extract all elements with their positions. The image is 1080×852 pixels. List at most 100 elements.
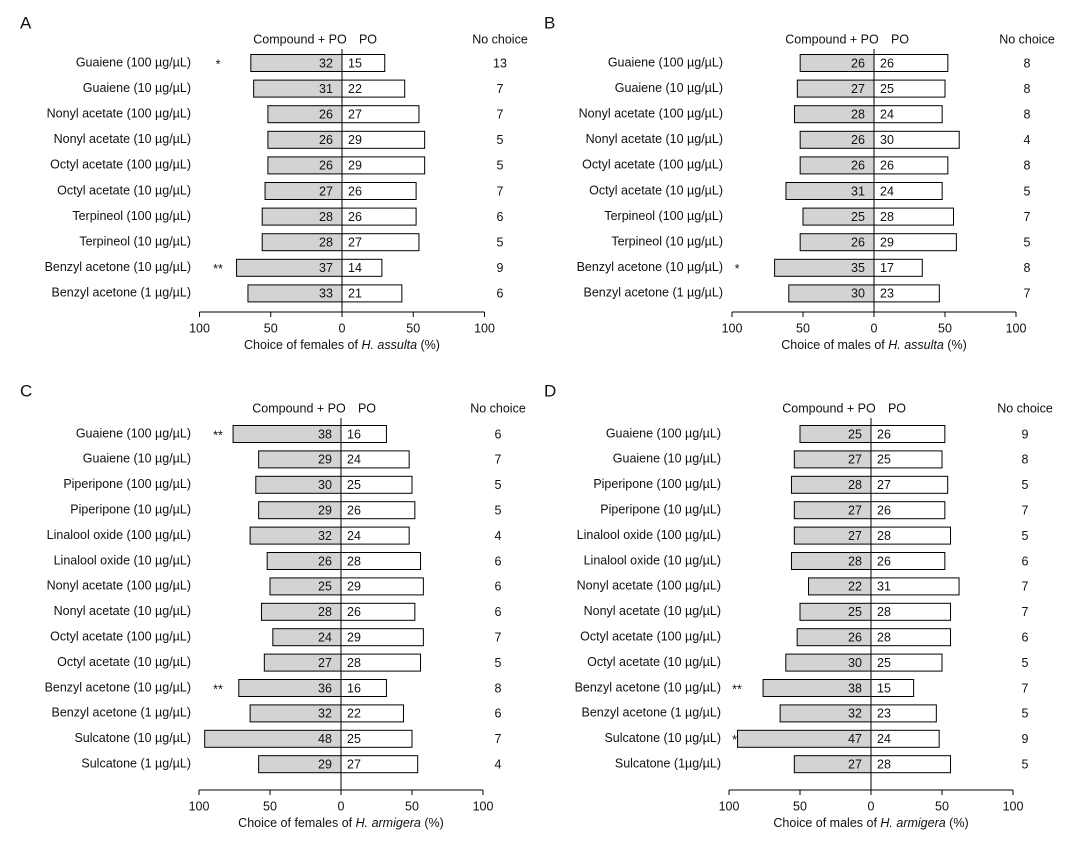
bar-label-po: 28 [347, 554, 361, 568]
bar-label-po: 15 [348, 56, 362, 70]
table-row: Nonyl acetate (100 µg/µL) 25 29 6 [47, 577, 502, 596]
panel-letter: C [20, 381, 32, 400]
table-row: Guaiene (100 µg/µL) 26 26 8 [608, 54, 1031, 72]
bar-label-compound-po: 27 [848, 503, 862, 517]
header-no-choice: No choice [470, 401, 526, 415]
significance-marker: ** [213, 262, 223, 276]
x-axis-label-species: H. assulta [888, 338, 944, 352]
x-tick-label: 0 [339, 321, 346, 335]
significance-marker: ** [213, 428, 223, 442]
no-choice-value: 8 [1024, 82, 1031, 96]
x-axis-label-species: H. armigera [880, 816, 945, 830]
bar-label-compound-po: 26 [319, 133, 333, 147]
x-axis-label-prefix: Choice of females of [244, 338, 361, 352]
category-label: Octyl acetate (100 µg/µL) [50, 158, 191, 172]
table-row: Benzyl acetone (1 µg/µL) 32 22 6 [52, 704, 502, 723]
header-compound-po: Compound + PO [253, 32, 347, 46]
bar-label-po: 24 [877, 732, 891, 746]
category-label: Guaiene (100 µg/µL) [76, 426, 191, 440]
bar-label-compound-po: 24 [318, 630, 332, 644]
bar-label-po: 27 [877, 478, 891, 492]
table-row: Guaiene (10 µg/µL) 27 25 8 [613, 450, 1029, 469]
x-axis-label: Choice of females of H. assulta (%) [244, 338, 440, 352]
significance-marker: * [735, 262, 740, 276]
bar-label-po: 29 [348, 159, 362, 173]
no-choice-value: 6 [495, 605, 502, 619]
table-row: Linalool oxide (100 µg/µL) 32 24 4 [47, 526, 502, 545]
bar-label-compound-po: 26 [851, 235, 865, 249]
bar-label-po: 26 [880, 56, 894, 70]
category-label: Nonyl acetate (100 µg/µL) [579, 106, 723, 120]
header-compound-po: Compound + PO [785, 32, 879, 46]
bar-label-po: 28 [877, 529, 891, 543]
category-label: Octyl acetate (100 µg/µL) [582, 158, 723, 172]
bar-label-compound-po: 33 [319, 287, 333, 301]
bar-label-compound-po: 25 [318, 580, 332, 594]
table-row: Sulcatone (1µg/µL) 27 28 5 [615, 755, 1029, 774]
x-tick-label: 50 [935, 799, 949, 813]
panel-c: C Compound + PO PO No choice Guaiene (100 µg… [20, 381, 526, 830]
bar-label-po: 23 [877, 707, 891, 721]
category-label: Guaiene (10 µg/µL) [615, 81, 723, 95]
bar-label-compound-po: 29 [318, 503, 332, 517]
significance-marker: ** [732, 682, 742, 696]
bar-label-compound-po: 26 [851, 159, 865, 173]
bar-label-po: 17 [880, 261, 894, 275]
bar-label-po: 26 [348, 184, 362, 198]
panel-b: B Compound + PO PO No choice Guaiene (100 µg… [544, 13, 1055, 352]
category-label: Sulcatone (10 µg/µL) [604, 731, 721, 745]
no-choice-value: 7 [1022, 503, 1029, 517]
table-row: Linalool oxide (10 µg/µL) 28 26 6 [584, 552, 1029, 570]
no-choice-value: 6 [495, 580, 502, 594]
bar-label-po: 25 [880, 82, 894, 96]
table-row: Guaiene (10 µg/µL) 27 25 8 [615, 79, 1031, 98]
category-label: Guaiene (100 µg/µL) [608, 55, 723, 69]
bar-label-po: 29 [347, 580, 361, 594]
table-row: Piperipone (10 µg/µL) 29 26 5 [70, 501, 502, 520]
no-choice-value: 7 [1024, 210, 1031, 224]
bar-label-po: 31 [877, 580, 891, 594]
category-label: Terpineol (100 µg/µL) [604, 209, 723, 223]
table-row: Linalool oxide (10 µg/µL) 26 28 6 [54, 552, 502, 570]
no-choice-value: 4 [1024, 133, 1031, 147]
bar-label-compound-po: 27 [848, 757, 862, 771]
category-label: Benzyl acetone (10 µg/µL) [577, 260, 723, 274]
table-row: Octyl acetate (10 µg/µL) 30 25 5 [587, 653, 1029, 672]
table-row: Nonyl acetate (10 µg/µL) 25 28 7 [584, 602, 1029, 621]
panel-a: A Compound + PO PO No choice Guaiene (100 µg… [20, 13, 528, 352]
x-axis-label-suffix: (%) [417, 338, 440, 352]
x-axis-label: Choice of males of H. armigera (%) [773, 816, 968, 830]
bar-label-po: 24 [880, 107, 894, 121]
x-tick-label: 100 [722, 321, 743, 335]
table-row: Piperipone (100 µg/µL) 30 25 5 [63, 475, 502, 494]
x-axis-label-suffix: (%) [944, 338, 967, 352]
no-choice-value: 5 [1022, 707, 1029, 721]
x-tick-label: 100 [473, 799, 494, 813]
bar-label-compound-po: 38 [318, 427, 332, 441]
no-choice-value: 8 [495, 681, 502, 695]
category-label: Benzyl acetone (1 µg/µL) [52, 706, 191, 720]
bar-label-po: 24 [347, 453, 361, 467]
table-row: Sulcatone (10 µg/µL) ** 47 24 9 [604, 729, 1029, 748]
panel-letter: B [544, 13, 555, 32]
x-tick-label: 50 [406, 321, 420, 335]
bar-label-po: 30 [880, 133, 894, 147]
header-no-choice: No choice [997, 401, 1053, 415]
bar-label-compound-po: 28 [318, 605, 332, 619]
category-label: Benzyl acetone (10 µg/µL) [575, 680, 721, 694]
bar-label-po: 16 [347, 427, 361, 441]
no-choice-value: 5 [495, 503, 502, 517]
x-axis-label-species: H. assulta [361, 338, 417, 352]
x-tick-label: 50 [264, 321, 278, 335]
x-tick-label: 50 [796, 321, 810, 335]
category-label: Octyl acetate (10 µg/µL) [57, 655, 191, 669]
bar-label-compound-po: 27 [848, 529, 862, 543]
bar-label-po: 15 [877, 681, 891, 695]
table-row: Octyl acetate (10 µg/µL) 31 24 5 [589, 182, 1031, 200]
no-choice-value: 5 [495, 656, 502, 670]
significance-marker: * [216, 57, 221, 71]
bar-label-po: 26 [877, 427, 891, 441]
bar-label-po: 22 [347, 707, 361, 721]
table-row: Terpineol (100 µg/µL) 28 26 6 [72, 207, 504, 226]
bar-label-compound-po: 28 [319, 210, 333, 224]
